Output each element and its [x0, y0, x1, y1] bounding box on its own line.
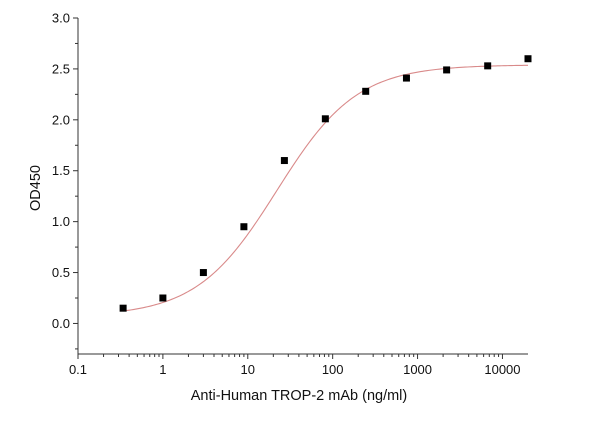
data-point: [280, 157, 288, 165]
y-tick-label: 0.5: [52, 265, 70, 280]
x-tick-label: 10: [241, 362, 255, 377]
y-tick-label: 2.5: [52, 61, 70, 76]
y-tick-label: 1.5: [52, 163, 70, 178]
data-point: [484, 62, 492, 70]
data-points: [119, 55, 532, 312]
x-axis-ticks: 0.1 1 10 100 1000 10000: [69, 354, 521, 377]
data-point: [443, 66, 451, 74]
x-tick-label: 100: [322, 362, 344, 377]
y-tick-label: 1.0: [52, 214, 70, 229]
y-tick-label: 0.0: [52, 316, 70, 331]
plot-axes: [77, 18, 528, 355]
x-tick-label: 10000: [484, 362, 520, 377]
x-tick-label: 0.1: [69, 362, 87, 377]
data-point: [159, 294, 167, 302]
x-tick-label: 1000: [403, 362, 432, 377]
y-tick-label: 2.0: [52, 112, 70, 127]
x-tick-label: 1: [159, 362, 166, 377]
data-point: [402, 74, 410, 82]
y-axis-ticks: 0.0 0.5 1.0 1.5 2.0 2.5 3.0: [52, 11, 78, 350]
data-point: [321, 115, 329, 123]
fit-curve: [123, 64, 529, 312]
data-point: [240, 223, 248, 231]
x-axis-title: Anti-Human TROP-2 mAb (ng/ml): [191, 388, 407, 404]
data-point: [199, 269, 207, 277]
data-point: [524, 55, 532, 63]
data-point: [362, 87, 370, 95]
y-axis-title: OD450: [28, 165, 44, 211]
y-tick-label: 3.0: [52, 11, 70, 26]
data-point: [119, 304, 127, 312]
